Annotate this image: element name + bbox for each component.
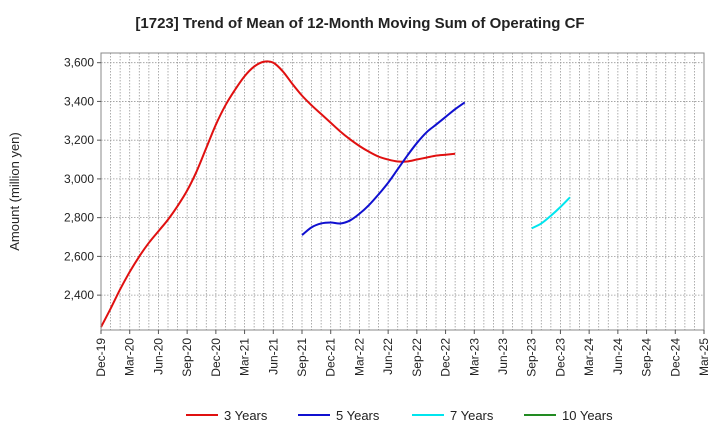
x-tick-label: Mar-23 (467, 338, 481, 376)
y-tick-label: 3,200 (64, 133, 94, 147)
x-tick-label: Sep-20 (180, 338, 194, 377)
y-axis: 2,400 2,600 2,800 3,000 3,200 3,400 3,600 (64, 56, 101, 302)
series-layer (100, 60, 571, 328)
x-tick-label: Sep-22 (410, 338, 424, 377)
plot-frame (100, 52, 705, 331)
x-tick-label: Dec-24 (668, 338, 682, 377)
x-tick-label: Dec-22 (439, 338, 453, 377)
y-tick-label: 2,600 (64, 249, 94, 263)
chart-title: [1723] Trend of Mean of 12-Month Moving … (135, 15, 584, 32)
legend-label-5-years: 5 Years (336, 408, 380, 423)
y-tick-label: 3,600 (64, 56, 94, 70)
x-tick-label: Dec-23 (553, 338, 567, 377)
x-tick-label: Sep-21 (295, 338, 309, 377)
y-tick-label: 3,000 (64, 172, 94, 186)
gridlines (100, 53, 705, 330)
y-tick-label: 2,800 (64, 211, 94, 225)
series-line-3-years (100, 60, 456, 328)
legend-label-7-years: 7 Years (450, 408, 494, 423)
x-tick-label: Mar-20 (123, 338, 137, 376)
legend: 3 Years 5 Years 7 Years 10 Years (186, 408, 613, 423)
x-tick-label: Jun-24 (611, 338, 625, 375)
x-tick-label: Mar-22 (352, 338, 366, 376)
x-tick-label: Jun-23 (496, 338, 510, 375)
x-tick-label: Sep-24 (640, 338, 654, 377)
series-line-5-years (301, 101, 466, 236)
x-tick-label: Mar-25 (697, 338, 711, 376)
x-tick-label: Sep-23 (525, 338, 539, 377)
x-tick-label: Jun-20 (151, 338, 165, 375)
x-tick-label: Dec-19 (94, 338, 108, 377)
series-line-7-years (531, 196, 571, 230)
x-tick-label: Mar-24 (582, 338, 596, 376)
y-tick-label: 2,400 (64, 288, 94, 302)
x-axis: Dec-19 Mar-20 Jun-20 Sep-20 Dec-20 Mar-21 Jun-… (94, 330, 711, 377)
x-tick-label: Mar-21 (238, 338, 252, 376)
y-axis-label: Amount (million yen) (7, 132, 22, 251)
x-tick-label: Dec-20 (209, 338, 223, 377)
legend-label-10-years: 10 Years (562, 408, 613, 423)
x-tick-label: Jun-21 (266, 338, 280, 375)
y-tick-label: 3,400 (64, 94, 94, 108)
x-tick-label: Dec-21 (324, 338, 338, 377)
legend-label-3-years: 3 Years (224, 408, 268, 423)
x-tick-label: Jun-22 (381, 338, 395, 375)
